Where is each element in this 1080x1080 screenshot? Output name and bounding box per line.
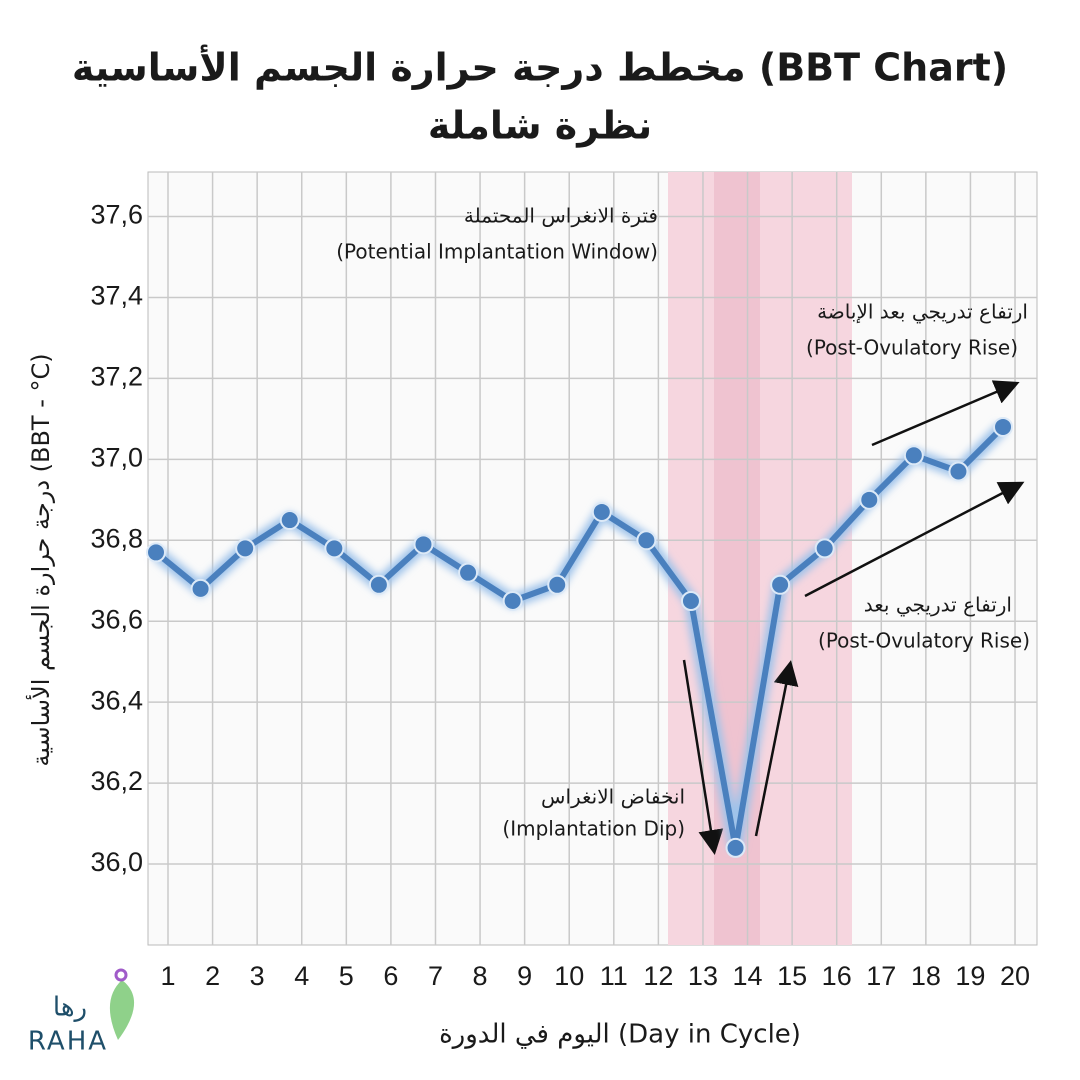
arrow <box>871 380 1020 447</box>
x-tick-label: 14 <box>733 961 763 991</box>
point <box>547 574 568 595</box>
y-tick-label: 36,8 <box>90 523 143 553</box>
point <box>770 574 791 595</box>
point <box>680 590 701 611</box>
logo-ar: رها <box>53 993 87 1023</box>
annotation: انخفاض الانغراس <box>541 785 685 809</box>
chart-subtitle: نظرة شاملة <box>428 104 652 148</box>
x-tick-label: 18 <box>911 961 941 991</box>
point <box>146 542 166 563</box>
y-tick-label: 36,4 <box>90 685 143 715</box>
y-tick-label: 36,6 <box>90 604 143 634</box>
arrow <box>804 481 1025 598</box>
point <box>502 590 523 611</box>
x-tick-label: 7 <box>428 961 443 991</box>
x-tick-label: 11 <box>600 961 628 991</box>
point <box>948 461 969 482</box>
x-tick-label: 17 <box>866 961 896 991</box>
logo-dot <box>114 968 128 982</box>
x-tick-label: 6 <box>383 961 398 991</box>
x-tick-label: 8 <box>473 961 488 991</box>
annotation: (Post-Ovulatory Rise) <box>806 336 1018 360</box>
point <box>903 445 924 466</box>
annotation: (Post-Ovulatory Rise) <box>818 629 1030 653</box>
y-axis-label: درجة حرارة الجسم الأساسية (BBT - °C) <box>26 353 55 766</box>
y-tick-label: 37,6 <box>90 200 143 230</box>
point <box>324 538 345 559</box>
x-tick-label: 9 <box>517 961 532 991</box>
logo-en: RAHA <box>28 1027 108 1057</box>
point <box>993 416 1014 437</box>
annotation: ارتفاع تدريجي بعد الإباضة <box>817 300 1028 325</box>
x-tick-label: 10 <box>554 961 584 991</box>
chart-title: مخطط درجة حرارة الجسم الأساسية (BBT Char… <box>72 44 1008 91</box>
point <box>859 489 880 510</box>
point <box>814 538 835 559</box>
x-tick-label: 20 <box>1000 961 1030 991</box>
annotation: فترة الانغراس المحتملة <box>464 204 658 228</box>
x-tick-label: 13 <box>688 961 718 991</box>
y-tick-label: 36,2 <box>90 766 143 796</box>
x-tick-label: 4 <box>294 961 309 991</box>
arrow <box>682 659 724 855</box>
x-tick-label: 12 <box>643 961 673 991</box>
point <box>279 510 300 531</box>
point <box>368 574 389 595</box>
logo-leaf <box>109 980 135 1040</box>
annotation: (Implantation Dip) <box>502 817 685 841</box>
point <box>591 501 612 522</box>
x-axis-label: اليوم في الدورة (Day in Cycle) <box>439 1020 801 1050</box>
annotation: ارتفاع تدريجي بعد <box>864 593 1012 618</box>
x-tick-label: 15 <box>777 961 807 991</box>
x-tick-label: 19 <box>955 961 985 991</box>
y-tick-label: 36,0 <box>90 847 143 877</box>
x-tick-label: 1 <box>160 961 175 991</box>
point <box>190 578 211 599</box>
y-tick-label: 37,0 <box>90 442 143 472</box>
annotation: (Potential Implantation Window) <box>336 240 658 264</box>
point <box>235 538 256 559</box>
y-tick-label: 37,2 <box>90 362 143 392</box>
point <box>458 562 479 583</box>
point <box>413 534 434 555</box>
point <box>636 530 657 551</box>
point <box>725 837 746 858</box>
x-tick-label: 2 <box>205 961 220 991</box>
x-tick-label: 16 <box>822 961 852 991</box>
plot-area <box>147 171 1038 946</box>
y-tick-label: 37,4 <box>90 281 143 311</box>
x-tick-label: 5 <box>339 961 354 991</box>
x-tick-label: 3 <box>250 961 265 991</box>
arrow <box>754 660 799 837</box>
